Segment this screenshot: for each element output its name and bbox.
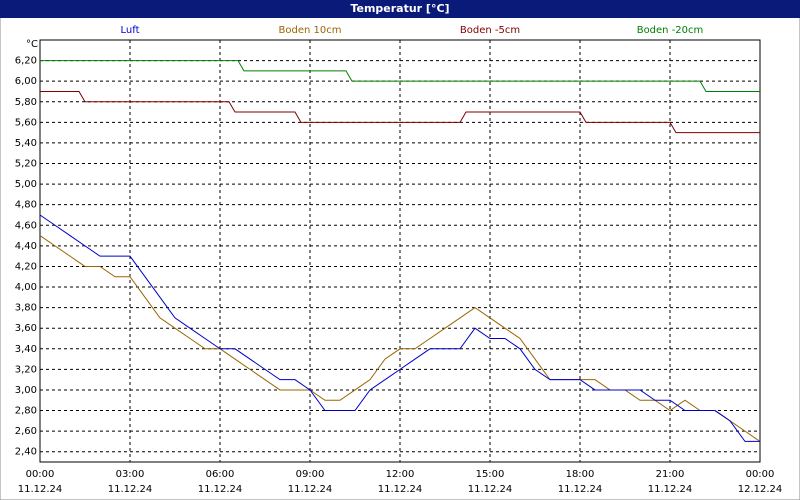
x-tick-date: 11.12.24 xyxy=(378,484,423,495)
legend-entry: Boden -5cm xyxy=(460,25,520,36)
x-tick-label: 21:00 xyxy=(656,469,685,480)
y-tick-label: 3,80 xyxy=(15,303,37,314)
x-tick-date: 11.12.24 xyxy=(108,484,153,495)
x-tick-label: 06:00 xyxy=(206,469,235,480)
y-tick-label: 6,00 xyxy=(15,76,37,87)
legend-entry: Luft xyxy=(121,25,140,36)
x-tick-date: 11.12.24 xyxy=(468,484,513,495)
y-tick-label: 3,00 xyxy=(15,385,37,396)
title-bar xyxy=(0,0,800,18)
x-tick-label: 09:00 xyxy=(296,469,325,480)
y-tick-label: 5,00 xyxy=(15,179,37,190)
y-tick-label: 5,40 xyxy=(15,138,37,149)
x-tick-label: 12:00 xyxy=(386,469,415,480)
y-tick-label: 4,20 xyxy=(15,261,37,272)
x-tick-label: 00:00 xyxy=(746,469,775,480)
y-tick-label: 5,80 xyxy=(15,97,37,108)
y-tick-label: 4,40 xyxy=(15,241,37,252)
x-tick-date: 11.12.24 xyxy=(648,484,693,495)
y-tick-label: 4,80 xyxy=(15,200,37,211)
x-tick-date: 11.12.24 xyxy=(288,484,333,495)
series-line xyxy=(39,235,761,442)
y-tick-label: 3,60 xyxy=(15,323,37,334)
x-tick-label: 03:00 xyxy=(116,469,145,480)
y-tick-label: 5,20 xyxy=(15,159,37,170)
y-tick-label: 2,60 xyxy=(15,426,37,437)
y-tick-label: 2,40 xyxy=(15,447,37,458)
x-tick-date: 11.12.24 xyxy=(18,484,63,495)
y-tick-label: 5,60 xyxy=(15,117,37,128)
series-line xyxy=(39,214,760,442)
series-line xyxy=(40,90,760,134)
x-tick-label: 00:00 xyxy=(26,469,55,480)
legend-entry: Boden 10cm xyxy=(279,25,342,36)
series-line xyxy=(40,60,760,92)
legend-entry: Boden -20cm xyxy=(637,25,704,36)
y-tick-label: 2,80 xyxy=(15,406,37,417)
x-tick-label: 15:00 xyxy=(476,469,505,480)
y-tick-label: 6,20 xyxy=(15,56,37,67)
x-tick-label: 18:00 xyxy=(566,469,595,480)
y-axis-label: °C xyxy=(26,39,38,50)
y-tick-label: 4,00 xyxy=(15,282,37,293)
x-tick-date: 11.12.24 xyxy=(558,484,603,495)
x-tick-date: 12.12.24 xyxy=(738,484,783,495)
chart-title: Temperatur [°C] xyxy=(350,2,449,15)
x-tick-date: 11.12.24 xyxy=(198,484,243,495)
y-tick-label: 4,60 xyxy=(15,220,37,231)
y-tick-label: 3,40 xyxy=(15,344,37,355)
y-tick-label: 3,20 xyxy=(15,364,37,375)
